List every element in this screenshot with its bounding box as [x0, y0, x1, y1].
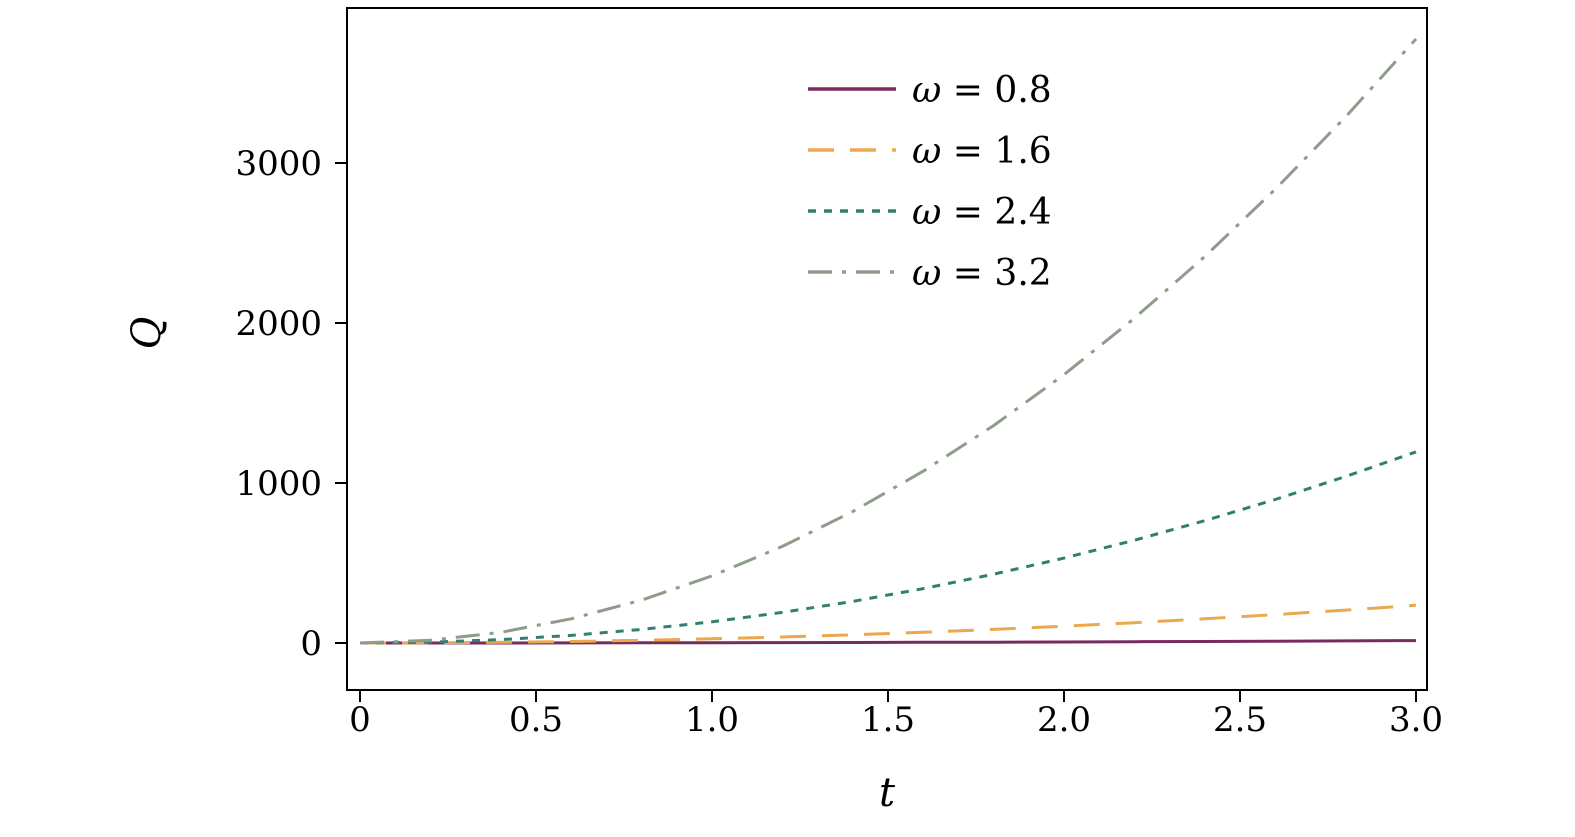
y-tick-label: 1000 [235, 464, 322, 504]
x-tick-label: 3.0 [1389, 700, 1443, 740]
x-tick-label: 0 [349, 700, 371, 740]
y-axis-ticks: 0 1000 2000 3000 [235, 144, 347, 664]
legend-entry-omega-1.6: ω = 1.6 [808, 131, 1052, 172]
series-line-omega-1.6 [359, 603, 1417, 645]
y-tick-label: 0 [300, 624, 322, 664]
plot-frame [346, 7, 1428, 691]
legend-label: ω = 0.8 [912, 70, 1052, 111]
legend-entry-omega-0.8: ω = 0.8 [808, 70, 1052, 111]
x-axis-ticks: 0 0.5 1.0 1.5 2.0 2.5 3.0 [349, 690, 1443, 740]
x-tick-label: 1.0 [685, 700, 739, 740]
series-line-omega-0.8 [360, 639, 1417, 645]
x-tick-label: 1.5 [861, 700, 915, 740]
x-axis-label: t [879, 770, 896, 816]
series-line-omega-2.4 [359, 450, 1417, 645]
legend-entry-omega-2.4: ω = 2.4 [808, 192, 1052, 233]
x-tick-label: 2.5 [1213, 700, 1267, 740]
series-line-omega-3.2 [359, 37, 1418, 645]
series-curves [359, 37, 1418, 645]
legend-entry-omega-3.2: ω = 3.2 [808, 253, 1052, 294]
legend-label: ω = 2.4 [912, 192, 1052, 233]
legend-label: ω = 1.6 [912, 131, 1052, 172]
y-tick-label: 2000 [235, 304, 322, 344]
y-tick-label: 3000 [235, 144, 322, 184]
y-axis-label: Q [124, 317, 170, 350]
x-tick-label: 0.5 [509, 700, 563, 740]
x-tick-label: 2.0 [1037, 700, 1091, 740]
legend: ω = 0.8 ω = 1.6 ω = 2.4 ω = 3.2 [808, 70, 1052, 294]
legend-label: ω = 3.2 [912, 253, 1052, 294]
